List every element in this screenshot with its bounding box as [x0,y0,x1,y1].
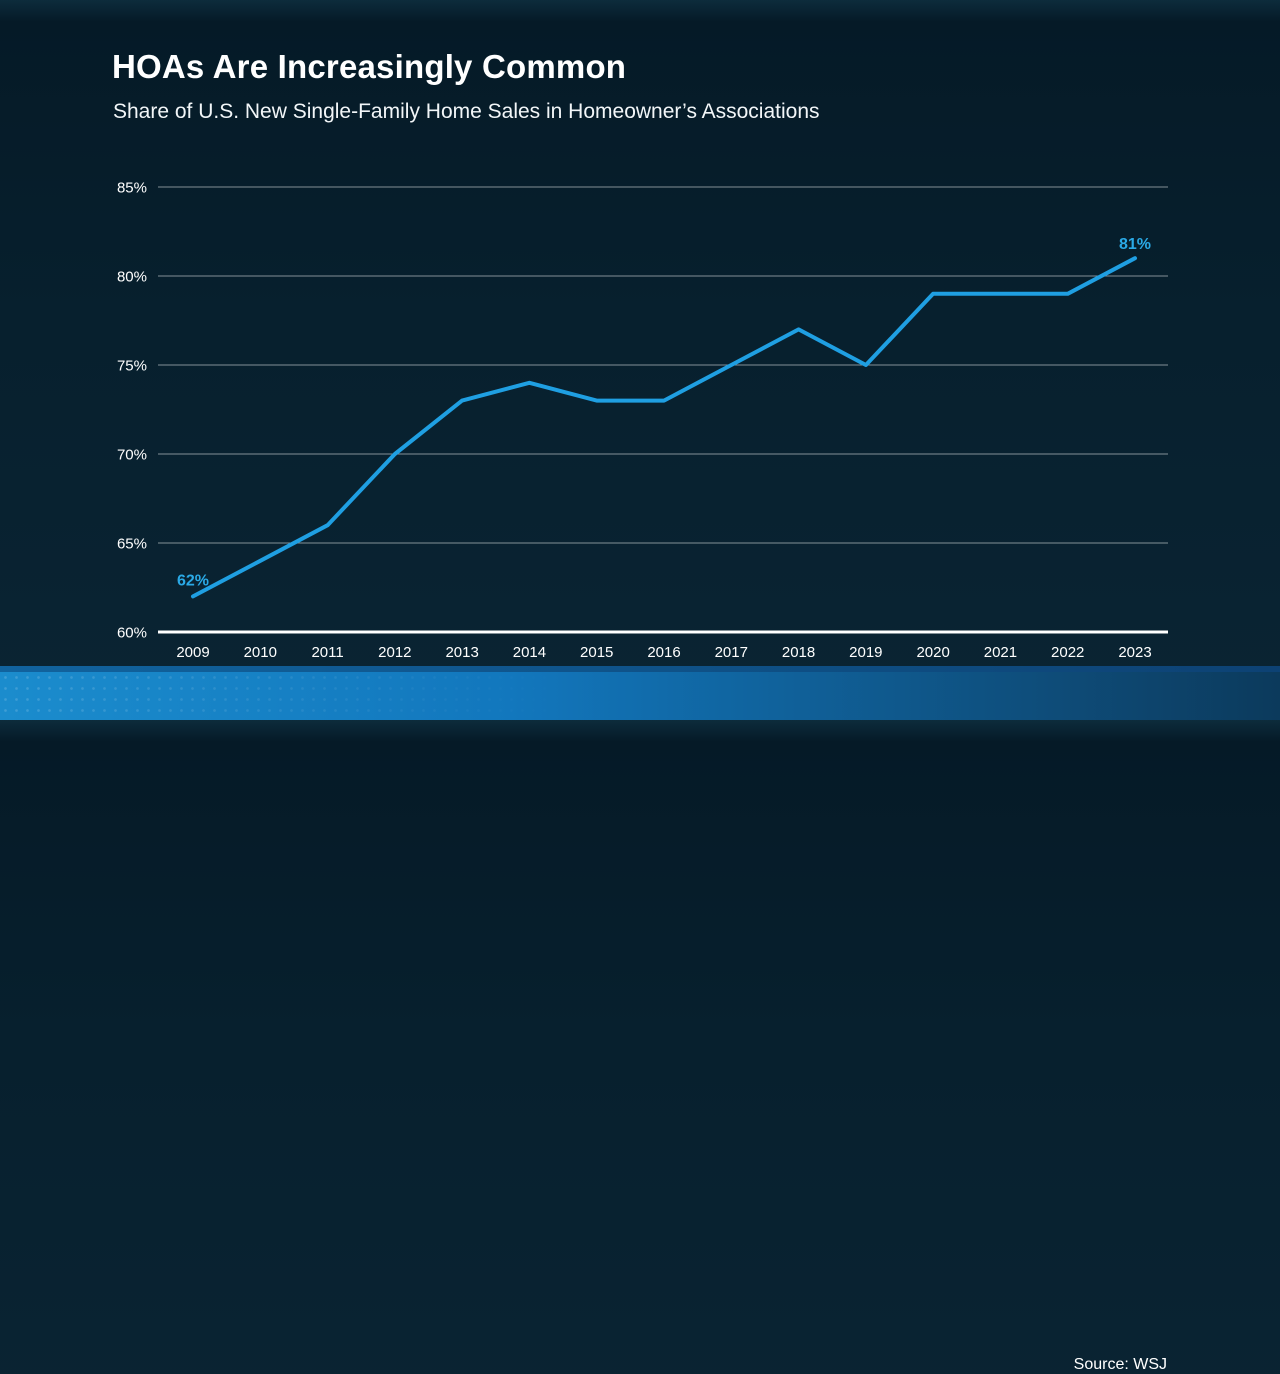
x-tick-label: 2017 [715,644,748,661]
x-tick-label: 2015 [580,644,613,661]
x-tick-label: 2021 [984,644,1017,661]
y-tick-label: 60% [117,625,147,642]
x-tick-label: 2014 [513,644,546,661]
slide: { "header": { "title": "HOAs Are Increas… [0,0,1280,720]
x-tick-label: 2023 [1118,644,1151,661]
x-tick-label: 2018 [782,644,815,661]
y-tick-label: 85% [117,180,147,197]
x-tick-label: 2022 [1051,644,1084,661]
line-chart-canvas: 60% 65% 70% 75% 80% 85% 2009 2010 2011 2012 2013 20… [117,180,1152,661]
y-tick-label: 65% [117,536,147,553]
y-tick-label: 70% [117,447,147,464]
x-tick-label: 2019 [849,644,882,661]
last-point-label: 81% [1119,236,1151,253]
x-tick-label: 2016 [647,644,680,661]
x-tick-label: 2009 [176,644,209,661]
x-tick-label: 2012 [378,644,411,661]
x-tick-label: 2013 [445,644,478,661]
y-tick-label: 80% [117,269,147,286]
page-title: HOAs Are Increasingly Common [112,48,627,85]
x-tick-label: 2011 [311,644,343,661]
x-tick-label: 2010 [244,644,277,661]
trend-line [191,256,1137,599]
x-tick-label: 2020 [916,644,949,661]
footer-band: Source: WSJ [0,672,1280,1373]
chart-header: HOAs Are Increasingly Common Share of U.… [112,48,820,124]
y-tick-label: 75% [117,358,147,375]
first-point-label: 62% [177,572,209,589]
footer-accent-strip [0,666,1280,672]
page-subtitle: Share of U.S. New Single-Family Home Sal… [113,100,820,123]
source-label: Source: WSJ [1073,1356,1167,1373]
